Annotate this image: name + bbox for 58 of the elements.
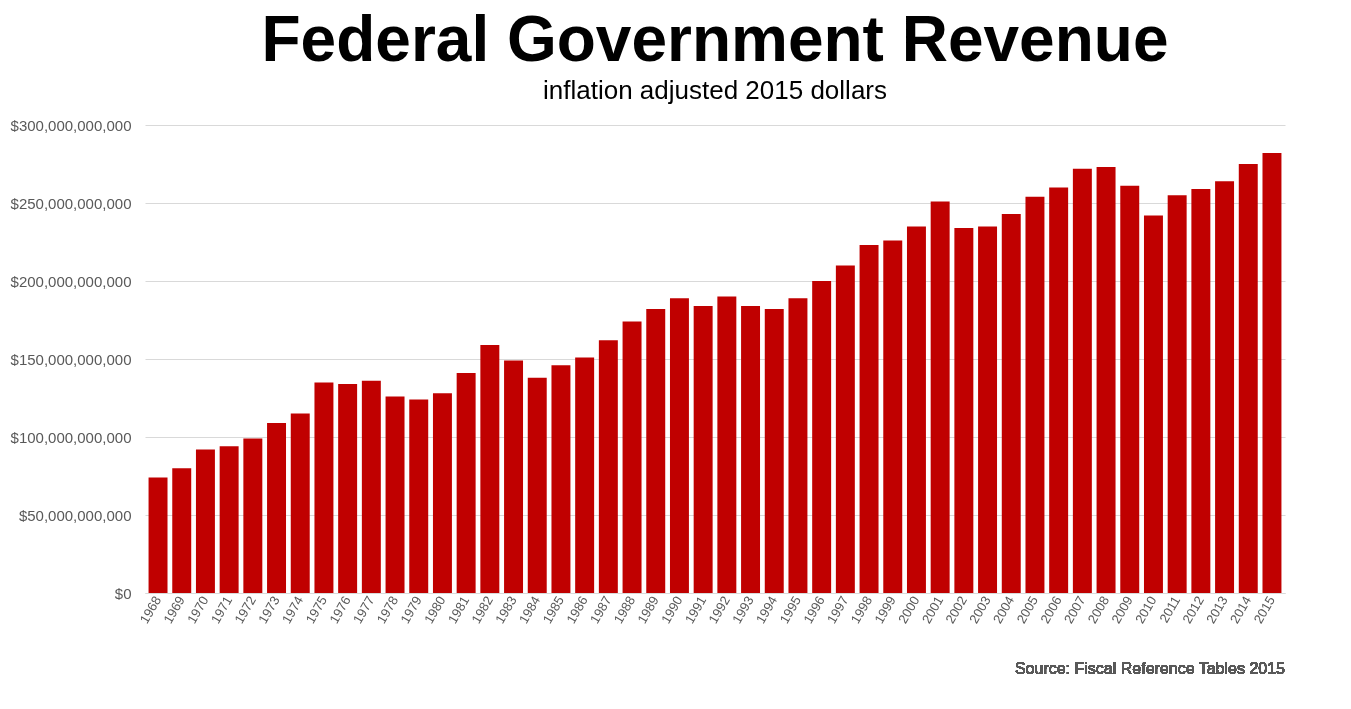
bar <box>693 305 713 593</box>
source-note: Source: Fiscal Reference Tables 2015 <box>1014 660 1286 677</box>
bar <box>954 227 974 593</box>
bar <box>1262 153 1282 593</box>
bar <box>456 373 476 593</box>
bar <box>314 382 334 593</box>
bar <box>1120 185 1140 593</box>
bar <box>290 413 310 593</box>
y-tick-label: $100,000,000,000 <box>10 428 132 446</box>
bar <box>338 383 358 593</box>
y-tick-label: $0 <box>114 584 132 602</box>
bar <box>1096 167 1116 593</box>
bar <box>575 357 595 593</box>
bar <box>788 298 808 593</box>
bar <box>480 344 500 593</box>
bar <box>409 399 429 593</box>
bar <box>835 265 855 593</box>
bar <box>930 201 950 593</box>
bar <box>741 305 761 593</box>
bar <box>978 226 998 593</box>
y-tick-label: $250,000,000,000 <box>10 194 132 212</box>
chart-subtitle: inflation adjusted 2015 dollars <box>542 75 888 105</box>
bar <box>622 321 642 593</box>
bar <box>906 226 926 593</box>
bar <box>1001 213 1021 593</box>
bar <box>432 393 452 593</box>
chart-title: Federal Government Revenue <box>261 3 1169 75</box>
bar <box>172 468 192 593</box>
bar <box>361 380 381 593</box>
bar <box>504 360 524 593</box>
bar <box>267 422 287 593</box>
y-tick-label: $300,000,000,000 <box>10 116 132 134</box>
bar <box>195 449 215 593</box>
bar <box>812 281 832 593</box>
y-tick-label: $50,000,000,000 <box>18 506 132 524</box>
bar <box>527 377 547 593</box>
bar <box>219 446 239 593</box>
y-tick-label: $150,000,000,000 <box>10 350 132 368</box>
y-tick-label: $200,000,000,000 <box>10 272 132 290</box>
bar <box>1215 181 1235 593</box>
bar <box>717 296 737 593</box>
bar <box>148 477 168 593</box>
bar <box>1167 195 1187 593</box>
bar <box>883 240 903 593</box>
bar <box>243 438 263 593</box>
bar <box>669 298 689 593</box>
bar <box>1191 188 1211 593</box>
bar <box>598 340 618 593</box>
bar <box>385 396 405 593</box>
bar <box>551 365 571 593</box>
bar <box>646 309 666 593</box>
bar <box>1143 215 1163 593</box>
bar <box>764 309 784 593</box>
bar <box>1072 168 1092 593</box>
bar <box>1238 164 1258 593</box>
bar <box>1025 196 1045 593</box>
bar <box>1049 187 1069 593</box>
bar <box>859 245 879 593</box>
